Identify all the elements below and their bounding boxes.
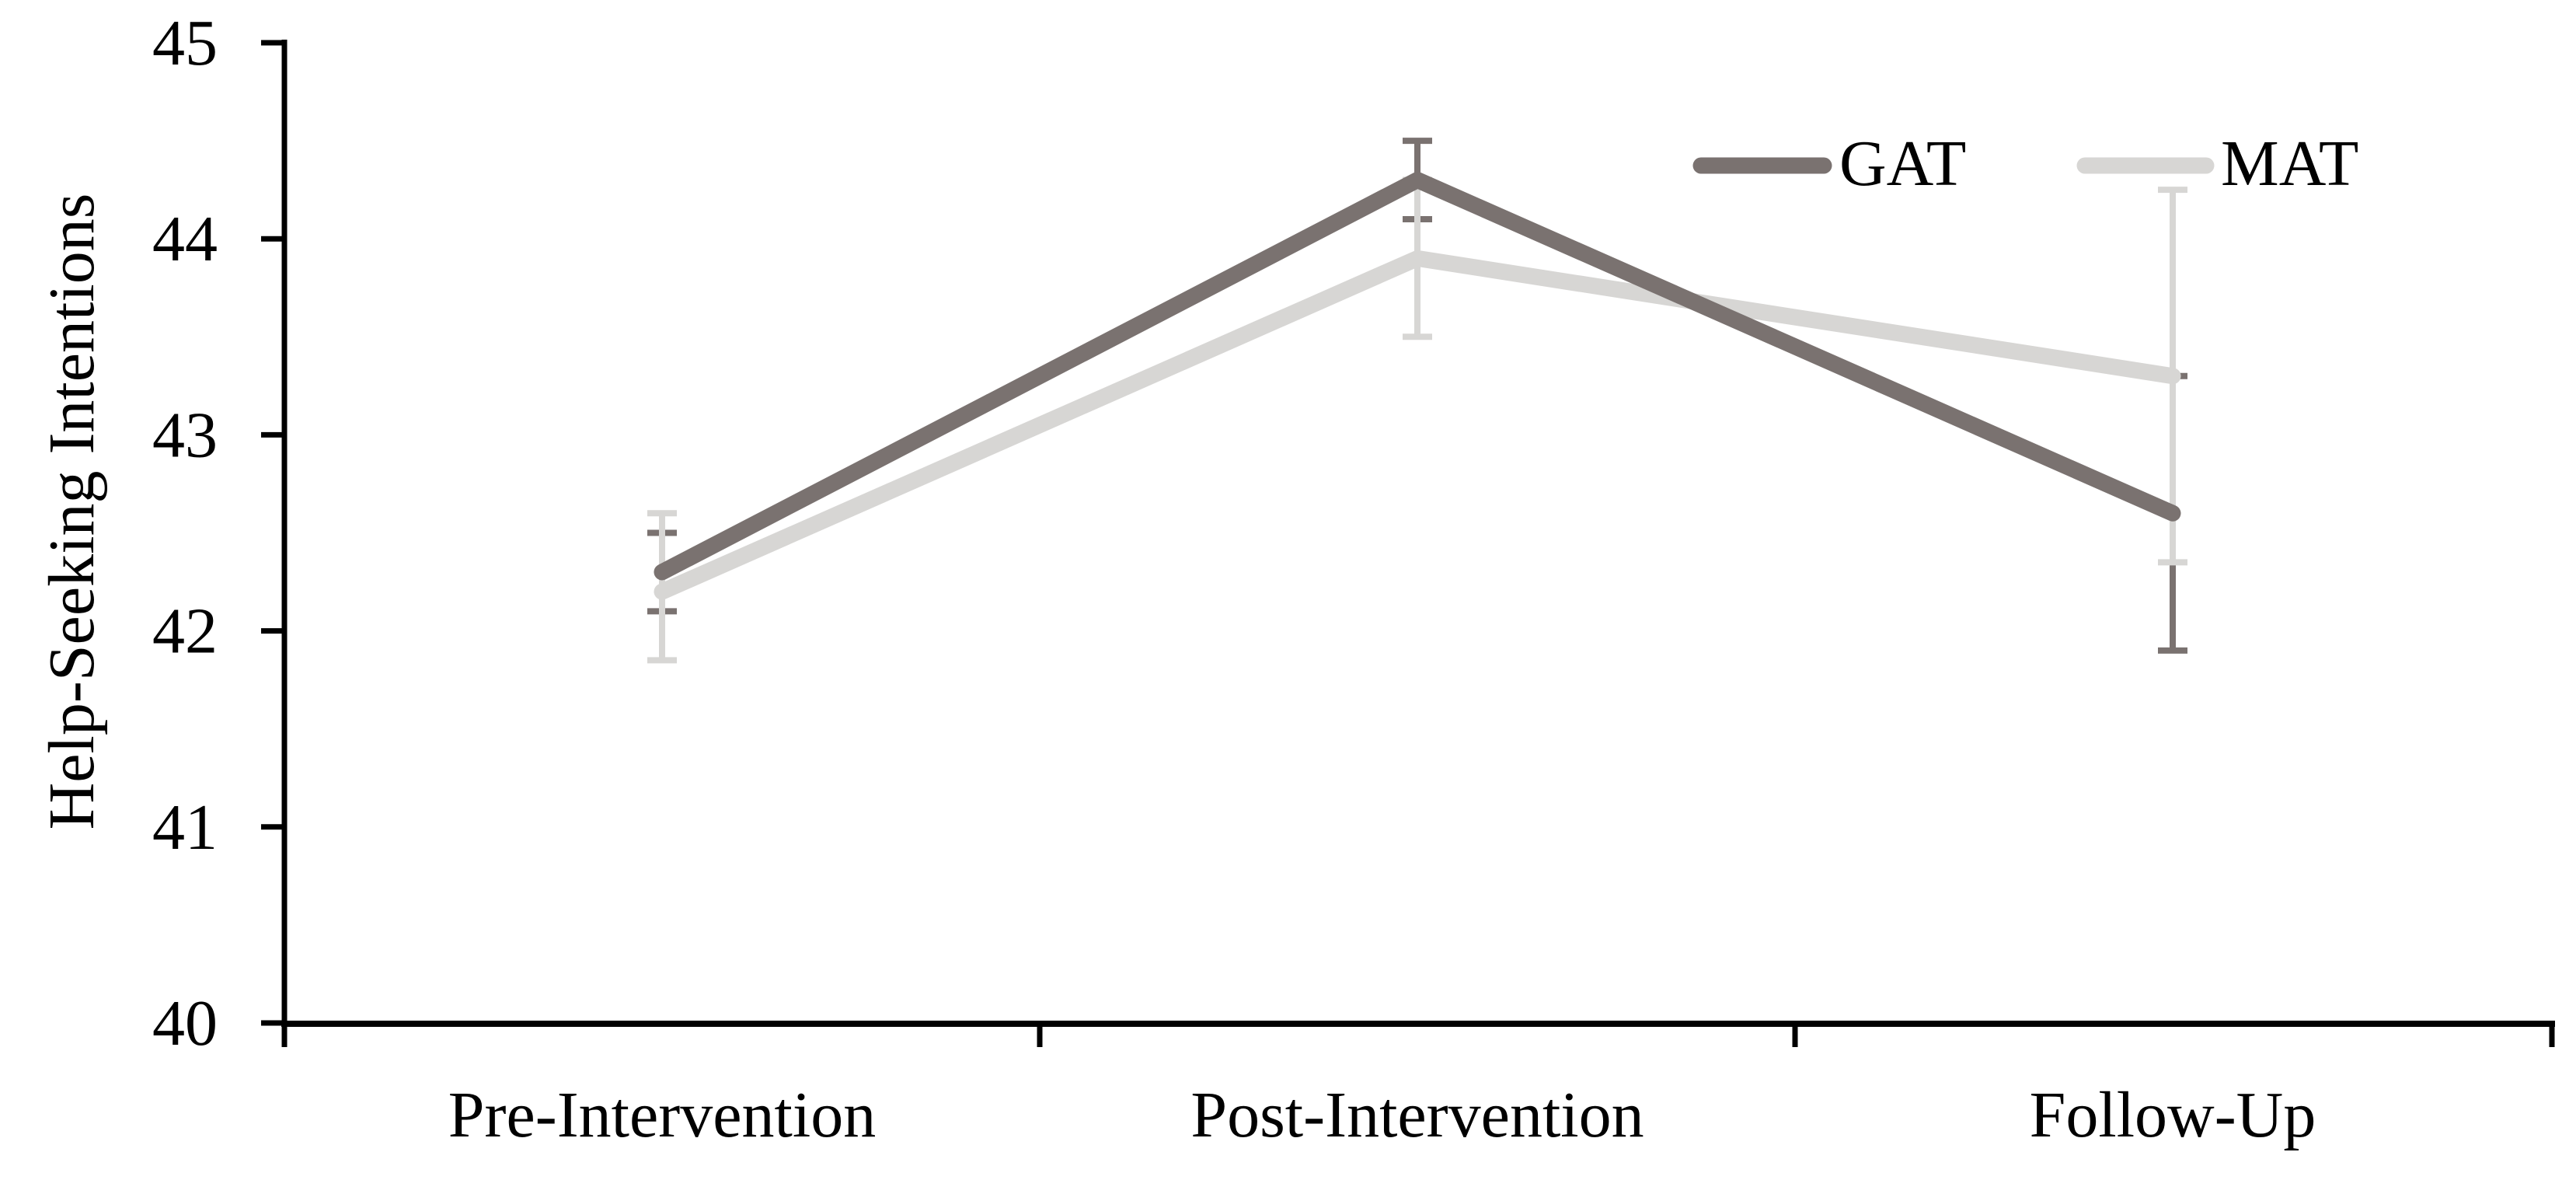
- y-axis-title: Help-Seeking Intentions: [36, 194, 108, 830]
- gat-series-line: [654, 172, 2181, 581]
- x-category-label-post-intervention: Post-Intervention: [1190, 1079, 1644, 1151]
- mat-series-line: [654, 250, 2181, 600]
- x-category-label-follow-up: Follow-Up: [2030, 1079, 2316, 1151]
- legend-gat-label: GAT: [1839, 127, 1966, 200]
- y-tick-label-44: 44: [152, 203, 218, 275]
- y-tick-label-40: 40: [152, 987, 218, 1060]
- y-tick-label-43: 43: [152, 399, 218, 471]
- y-tick-label-45: 45: [152, 7, 218, 79]
- legend-mat-label: MAT: [2221, 127, 2358, 200]
- y-tick-label-41: 41: [152, 791, 218, 864]
- y-tick-label-42: 42: [152, 595, 218, 668]
- x-category-label-pre-intervention: Pre-Intervention: [448, 1079, 876, 1151]
